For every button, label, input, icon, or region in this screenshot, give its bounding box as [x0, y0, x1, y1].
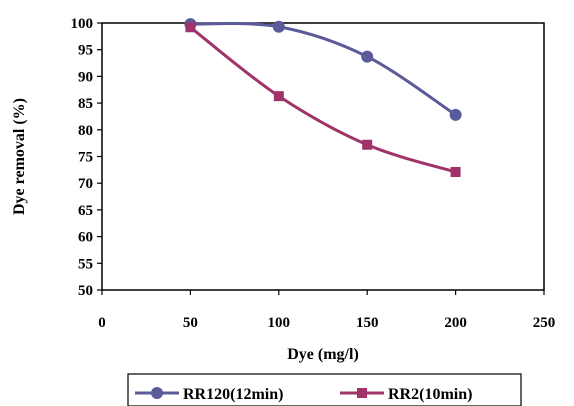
- series-line: [189, 26, 457, 174]
- legend-box: [127, 373, 522, 406]
- x-axis-title: Dye (mg/l): [287, 346, 359, 363]
- series-2: [185, 22, 461, 177]
- plot-frame: [101, 22, 545, 291]
- x-tick-label: 200: [444, 315, 467, 331]
- plot-area: [101, 22, 545, 291]
- x-tick-label: 100: [268, 315, 291, 331]
- y-tick-label: 50: [78, 283, 93, 299]
- legend-label: RR2(10min): [388, 386, 472, 403]
- data-point: [272, 20, 285, 33]
- y-tick-label: 70: [78, 176, 93, 192]
- data-point: [450, 166, 461, 177]
- legend-label: RR120(12min): [183, 386, 283, 403]
- legend-entry: RR120(12min): [135, 386, 283, 403]
- data-point: [273, 91, 284, 102]
- series-layer: [184, 18, 462, 177]
- series-line: [190, 22, 457, 117]
- x-tick-label: 50: [183, 315, 198, 331]
- y-tick-label: 75: [78, 150, 93, 166]
- legend: RR120(12min) RR2(10min): [127, 373, 522, 406]
- x-tick-label: 0: [98, 315, 106, 331]
- y-tick-label: 65: [78, 203, 93, 219]
- y-tick-label: 60: [78, 230, 93, 246]
- x-tick-label: 250: [533, 315, 556, 331]
- axes: 50 55 60 65 70 75 80 85 90 95 100 0 50 100 150 200 250: [71, 16, 556, 331]
- data-point: [362, 139, 373, 150]
- data-point: [361, 50, 374, 63]
- legend-entry: RR2(10min): [340, 386, 472, 403]
- legend-marker: [357, 388, 367, 398]
- y-tick-label: 95: [78, 43, 93, 59]
- y-tick-label: 55: [78, 256, 93, 272]
- y-tick-label: 90: [78, 69, 93, 85]
- x-tick-label: 150: [356, 315, 379, 331]
- y-axis-title: Dye removal (%): [11, 98, 28, 215]
- y-tick-label: 85: [78, 96, 93, 112]
- y-tick-label: 80: [78, 123, 93, 139]
- legend-marker: [151, 387, 163, 399]
- data-point: [185, 22, 196, 33]
- y-tick-label: 100: [71, 16, 94, 32]
- data-point: [449, 108, 462, 121]
